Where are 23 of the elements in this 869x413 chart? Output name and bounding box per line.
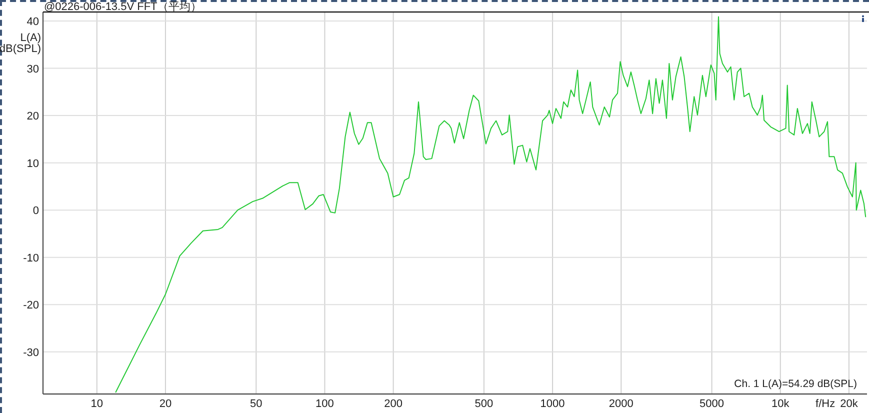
y-tick-label: -10 bbox=[23, 252, 39, 264]
y-tick-label: 40 bbox=[26, 16, 39, 28]
x-tick-label: 10 bbox=[90, 398, 104, 410]
x-axis-title: f/Hz bbox=[816, 398, 836, 410]
y-tick-label: -20 bbox=[23, 300, 39, 312]
x-tick-label: 50 bbox=[250, 398, 262, 410]
y-tick-label: 30 bbox=[26, 63, 39, 76]
annotation: Ch. 1 L(A)=54.29 dB(SPL) bbox=[734, 378, 857, 390]
x-tick-label: 20k bbox=[840, 398, 858, 410]
y-axis-title: L(A) dB(SPL) bbox=[0, 32, 41, 55]
x-tick-label: 5000 bbox=[700, 398, 724, 410]
x-tick-label: 1000 bbox=[540, 398, 565, 410]
x-tick-label: 20 bbox=[159, 398, 172, 410]
x-tick-label: 200 bbox=[384, 398, 402, 410]
x-tick-label: 10k bbox=[772, 398, 790, 410]
y-tick-label: 10 bbox=[26, 158, 39, 170]
y-tick-label: 20 bbox=[26, 110, 39, 123]
x-tick-label: 2000 bbox=[608, 398, 634, 410]
x-tick-label: 500 bbox=[474, 398, 494, 410]
x-tick-label: 100 bbox=[316, 398, 334, 410]
chart-title: @0226-006-13.5V FFT（平均） bbox=[44, 1, 202, 13]
y-tick-label: -30 bbox=[23, 346, 39, 359]
y-tick-label: 0 bbox=[32, 205, 39, 218]
